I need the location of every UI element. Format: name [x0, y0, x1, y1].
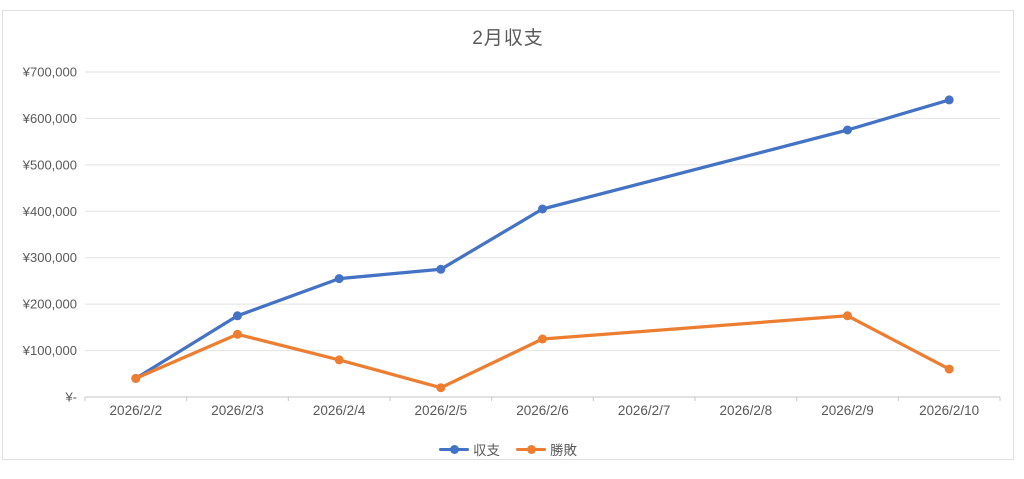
data-point-marker-収支: [944, 95, 954, 105]
x-axis-tick-label: 2026/2/5: [415, 403, 468, 418]
y-axis-tick-label: ¥-: [64, 390, 77, 405]
data-point-marker-勝敗: [131, 373, 141, 383]
data-point-marker-収支: [334, 274, 344, 284]
data-point-marker-収支: [233, 311, 242, 321]
y-axis-tick-label: ¥600,000: [22, 111, 77, 126]
y-axis-tick-label: ¥700,000: [22, 65, 77, 80]
data-point-marker-勝敗: [334, 355, 344, 365]
legend-item-series-1: 収支: [439, 439, 500, 459]
x-axis-tick-label: 2026/2/7: [618, 403, 671, 418]
y-axis-tick-label: ¥400,000: [22, 204, 77, 219]
data-point-marker-勝敗: [944, 364, 954, 374]
data-point-marker-収支: [538, 204, 547, 214]
y-axis-tick-label: ¥100,000: [22, 343, 77, 358]
data-point-marker-勝敗: [233, 329, 242, 339]
legend-label-series-1: 収支: [473, 443, 500, 458]
y-axis-tick-label: ¥300,000: [22, 250, 77, 265]
legend-item-series-2: 勝敗: [516, 439, 577, 459]
x-axis-tick-label: 2026/2/10: [919, 403, 979, 418]
legend-dot-series-1: [449, 444, 459, 454]
chart-legend: 収支 勝敗: [3, 439, 1013, 459]
data-point-marker-勝敗: [538, 334, 547, 344]
x-axis-tick-label: 2026/2/6: [516, 403, 569, 418]
legend-line-dot-marker-series-1: [439, 444, 469, 454]
chart-frame: 2月収支 ¥- ¥100,000 ¥200,000 ¥300,000 ¥400,000 ¥…: [2, 10, 1014, 460]
line-chart-plot-area: ¥- ¥100,000 ¥200,000 ¥300,000 ¥400,000 ¥500,0…: [22, 65, 1001, 418]
x-axis-tick-label: 2026/2/4: [313, 403, 366, 418]
x-axis-tick-label: 2026/2/8: [720, 403, 773, 418]
data-point-marker-収支: [436, 264, 446, 274]
legend-dot-series-2: [526, 444, 536, 454]
legend-line-dot-marker-series-2: [516, 444, 546, 454]
y-axis-tick-label: ¥200,000: [22, 297, 77, 312]
legend-label-series-2: 勝敗: [550, 443, 577, 458]
data-point-marker-勝敗: [843, 311, 852, 321]
data-point-marker-収支: [843, 125, 852, 135]
data-point-marker-勝敗: [436, 383, 446, 393]
x-axis-tick-label: 2026/2/3: [211, 403, 264, 418]
x-axis-tick-label: 2026/2/2: [110, 403, 163, 418]
x-axis-tick-label: 2026/2/9: [821, 403, 874, 418]
chart-title: 2月収支: [472, 28, 544, 49]
y-axis-tick-label: ¥500,000: [22, 157, 77, 172]
series-line-勝敗: [134, 314, 951, 390]
